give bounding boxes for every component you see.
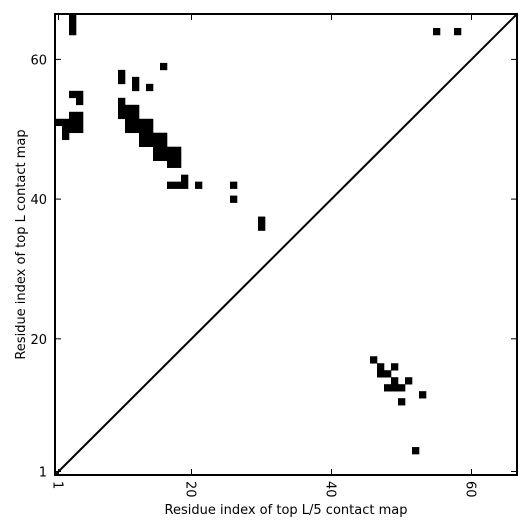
upper-contact-cell-3-66 [69, 14, 77, 22]
upper-contact-cell-19-42 [181, 181, 189, 189]
upper-contact-cell-10-54 [118, 97, 126, 106]
upper-contact-cell-26-42 [230, 181, 238, 189]
upper-contact-cell-4-52 [76, 111, 84, 120]
upper-contact-cell-16-47 [160, 146, 168, 154]
upper-contact-cell-1-51 [55, 118, 63, 127]
upper-contact-cell-18-45 [174, 160, 182, 168]
upper-contact-cell-3-51 [69, 118, 77, 127]
upper-contact-cell-3-50 [69, 125, 77, 134]
upper-contact-cell-14-48 [146, 139, 154, 148]
lower-contact-cell-51-14 [405, 377, 413, 385]
upper-contact-cell-16-46 [160, 153, 168, 161]
lower-contact-cell-53-12 [419, 391, 427, 399]
upper-contact-cell-15-49 [153, 132, 161, 141]
upper-contact-cell-12-50 [132, 125, 140, 134]
upper-contact-cell-14-50 [146, 125, 154, 134]
upper-contact-cell-2-51 [62, 118, 70, 127]
upper-contact-cell-26-40 [230, 195, 238, 203]
upper-contact-cell-18-42 [174, 181, 182, 189]
upper-triangle-contacts [55, 14, 462, 231]
y-tick-label-60: 60 [30, 53, 47, 68]
upper-contact-cell-30-37 [258, 216, 266, 224]
upper-contact-cell-3-52 [69, 111, 77, 120]
y-tick-label-20: 20 [30, 333, 47, 348]
lower-contact-cell-50-11 [398, 398, 406, 406]
upper-contact-cell-10-52 [118, 111, 126, 120]
upper-contact-cell-2-50 [62, 125, 70, 134]
upper-contact-cell-3-64 [69, 27, 77, 36]
upper-contact-cell-19-43 [181, 174, 189, 182]
lower-contact-cell-49-16 [391, 363, 399, 371]
upper-contact-cell-3-55 [69, 90, 77, 99]
upper-contact-cell-10-53 [118, 104, 126, 113]
lower-contact-cell-47-15 [377, 370, 385, 378]
upper-contact-cell-17-46 [167, 153, 175, 161]
upper-contact-cell-13-48 [139, 139, 147, 148]
upper-contact-cell-18-47 [174, 146, 182, 154]
x-axis-ticks: 1 20 40 60 [50, 14, 478, 498]
upper-contact-cell-16-59 [160, 62, 168, 71]
upper-contact-cell-11-52 [125, 111, 133, 120]
lower-contact-cell-48-15 [384, 370, 392, 378]
diagonal-line [54, 13, 518, 476]
upper-contact-cell-4-51 [76, 118, 84, 127]
lower-contact-cell-46-17 [370, 356, 378, 364]
upper-contact-cell-12-56 [132, 83, 140, 92]
upper-contact-cell-11-53 [125, 104, 133, 113]
upper-contact-cell-11-50 [125, 125, 133, 134]
x-tick-label-40: 40 [323, 481, 338, 498]
upper-contact-cell-17-42 [167, 181, 175, 189]
x-axis-label: Residue index of top L/5 contact map [165, 503, 408, 518]
upper-contact-cell-2-49 [62, 132, 70, 141]
lower-contact-cell-49-14 [391, 377, 399, 385]
upper-contact-cell-14-49 [146, 132, 154, 141]
upper-contact-cell-10-57 [118, 76, 126, 85]
y-axis-ticks: 1 20 40 60 [30, 53, 517, 481]
plot-frame [54, 13, 518, 476]
upper-contact-cell-15-46 [153, 153, 161, 161]
upper-contact-cell-13-49 [139, 132, 147, 141]
upper-contact-cell-18-46 [174, 153, 182, 161]
upper-contact-cell-13-50 [139, 125, 147, 134]
upper-contact-cell-17-47 [167, 146, 175, 154]
upper-contact-cell-11-51 [125, 118, 133, 127]
lower-contact-cell-50-13 [398, 384, 406, 392]
upper-contact-cell-12-53 [132, 104, 140, 113]
upper-contact-cell-3-65 [69, 20, 77, 29]
upper-contact-cell-15-48 [153, 139, 161, 148]
upper-contact-cell-10-58 [118, 69, 126, 78]
upper-contact-cell-55-64 [433, 27, 441, 36]
upper-contact-cell-14-51 [146, 118, 154, 127]
upper-contact-cell-15-47 [153, 146, 161, 154]
upper-contact-cell-21-42 [195, 181, 203, 189]
y-tick-label-40: 40 [30, 193, 47, 208]
lower-triangle-contacts [370, 356, 427, 455]
upper-contact-cell-4-55 [76, 90, 84, 99]
x-tick-label-1: 1 [50, 481, 65, 489]
lower-contact-cell-49-13 [391, 384, 399, 392]
upper-contact-cell-12-57 [132, 76, 140, 85]
lower-contact-cell-52-4 [412, 447, 420, 455]
upper-contact-cell-30-36 [258, 223, 266, 231]
upper-contact-cell-16-48 [160, 139, 168, 148]
upper-contact-cell-17-45 [167, 160, 175, 168]
upper-contact-cell-58-64 [454, 27, 462, 36]
upper-contact-cell-13-51 [139, 118, 147, 127]
upper-contact-cell-12-52 [132, 111, 140, 120]
upper-contact-cell-12-51 [132, 118, 140, 127]
lower-contact-cell-48-13 [384, 384, 392, 392]
upper-contact-cell-4-54 [76, 97, 84, 106]
lower-contact-cell-47-16 [377, 363, 385, 371]
upper-contact-cell-4-50 [76, 125, 84, 134]
upper-contact-cell-14-56 [146, 83, 154, 92]
y-tick-label-1: 1 [39, 466, 47, 481]
y-axis-label: Residue index of top L contact map [14, 129, 29, 359]
x-tick-label-60: 60 [463, 481, 478, 498]
x-tick-label-20: 20 [183, 481, 198, 498]
upper-contact-cell-16-49 [160, 132, 168, 141]
